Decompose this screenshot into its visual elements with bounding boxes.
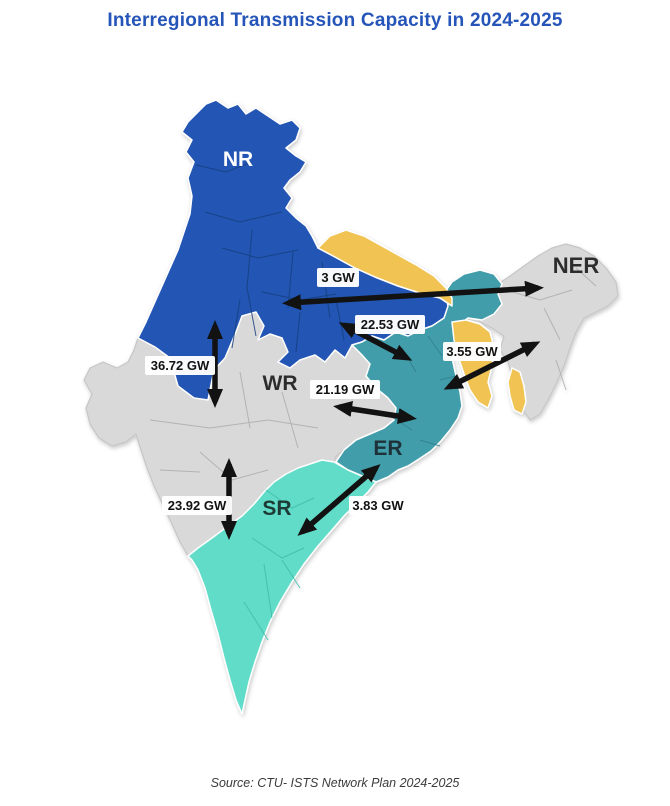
capacity-value-nr-er: 22.53 GW: [361, 317, 420, 332]
region-labels: NR WR ER SR NER: [223, 148, 600, 520]
arrow-sr-er: [297, 464, 381, 536]
region-label-er: ER: [373, 437, 402, 460]
capacity-value-nr-wr: 36.72 GW: [151, 358, 210, 373]
capacity-label-wr-er: 21.19 GW: [310, 380, 380, 399]
arrow-nr-ner: [282, 280, 544, 311]
capacity-labels: 36.72 GW 3 GW 22.53 GW 3.55 GW 21.19 GW …: [145, 268, 501, 515]
capacity-label-nr-wr: 36.72 GW: [145, 356, 215, 375]
capacity-label-nr-ner: 3 GW: [317, 268, 359, 287]
capacity-label-sr-er: 3.83 GW: [349, 496, 407, 515]
arrow-er-ner: [443, 341, 541, 390]
capacity-label-nr-er: 22.53 GW: [355, 315, 425, 334]
capacity-value-nr-ner: 3 GW: [321, 270, 355, 285]
capacity-value-wr-sr: 23.92 GW: [168, 498, 227, 513]
state-borders-sr: [243, 489, 315, 641]
capacity-label-er-ner: 3.55 GW: [443, 342, 501, 361]
capacity-value-sr-er: 3.83 GW: [352, 498, 404, 513]
capacity-label-wr-sr: 23.92 GW: [162, 496, 232, 515]
source-note: Source: CTU- ISTS Network Plan 2024-2025: [210, 776, 460, 790]
region-label-sr: SR: [262, 497, 291, 520]
region-label-wr: WR: [263, 372, 298, 395]
region-label-nr: NR: [223, 148, 253, 171]
capacity-value-wr-er: 21.19 GW: [316, 382, 375, 397]
capacity-value-er-ner: 3.55 GW: [446, 344, 498, 359]
region-label-ner: NER: [553, 253, 600, 278]
arrow-nr-er: [338, 322, 413, 361]
state-borders-wr: [149, 371, 319, 481]
page-title: Interregional Transmission Capacity in 2…: [107, 10, 563, 31]
transmission-arrows: [207, 280, 544, 540]
arrow-wr-er: [333, 401, 417, 424]
